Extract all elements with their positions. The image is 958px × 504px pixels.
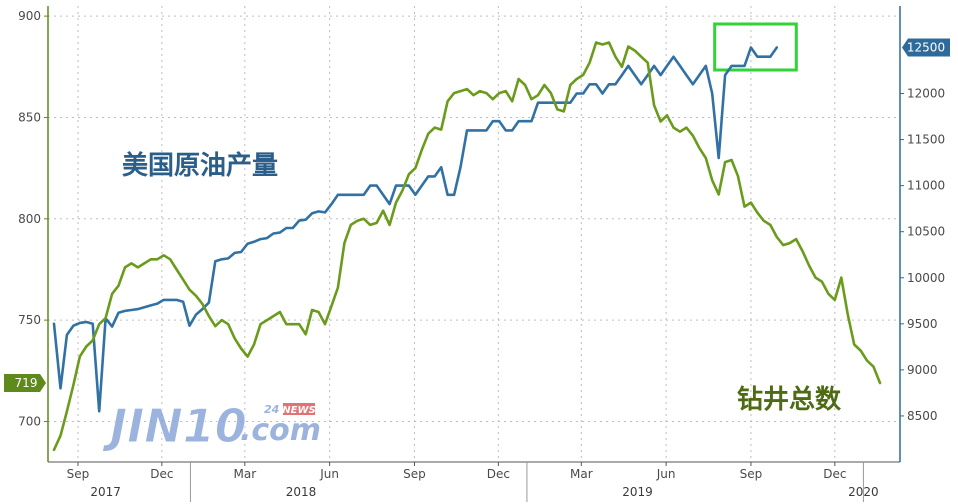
x-tick-label: Jun [656, 467, 676, 481]
x-tick-label: Dec [487, 467, 510, 481]
x-tick-label: Mar [234, 467, 257, 481]
watermark-sub-text: NEWS [282, 405, 315, 416]
jin10-watermark: JIN10 .com 24 NEWS [102, 399, 322, 454]
left-current-value-label: 719 [15, 376, 38, 390]
left-axis-ticks: 700 750 800 850 900 [18, 9, 48, 428]
right-tick-label: 12000 [907, 87, 945, 101]
rig-count-line [52, 41, 882, 452]
x-year-label: 2017 [90, 485, 121, 499]
watermark-news-badge [283, 403, 315, 415]
left-tick-label: 900 [18, 9, 41, 23]
x-tick-label: Dec [150, 467, 173, 481]
grid-layer [48, 6, 900, 462]
right-axis-ticks: 8500 9000 9500 10000 10500 11000 11500 12000 [900, 87, 945, 423]
right-tick-label: 8500 [907, 409, 938, 423]
right-tick-label: 10000 [907, 271, 945, 285]
production-annotation: 美国原油产量 [122, 150, 278, 181]
rig-count-annotation: 钻井总数 [737, 385, 842, 415]
right-tick-label: 11500 [907, 133, 945, 147]
x-tick-label: Mar [570, 467, 593, 481]
x-tick-label: Dec [823, 467, 846, 481]
right-tick-label: 10500 [907, 225, 945, 239]
watermark-sub-number: 24 [264, 403, 279, 416]
right-tick-label: 11000 [907, 179, 945, 193]
watermark-brand: JIN10 [102, 399, 247, 453]
oil-production-line [52, 46, 779, 413]
right-current-value-tag: 12500 [902, 38, 950, 57]
right-tick-label: 9000 [907, 363, 938, 377]
left-tick-label: 750 [18, 313, 41, 327]
left-tick-label: 850 [18, 110, 41, 124]
left-tick-label: 700 [18, 414, 41, 428]
series-layer [52, 41, 882, 452]
highlight-layer [713, 22, 798, 72]
x-tick-label: Sep [67, 467, 90, 481]
x-tick-label: Jun [319, 467, 339, 481]
x-year-label: 2019 [622, 485, 653, 499]
right-current-value-label: 12500 [907, 40, 945, 54]
x-tick-label: Sep [740, 467, 763, 481]
x-tick-label: Sep [403, 467, 426, 481]
right-tick-label: 9500 [907, 317, 938, 331]
x-axis-ticks: Sep Dec Mar Jun Sep Dec Mar Jun Sep Dec 2017 2018 20… [67, 462, 879, 502]
watermark-domain: .com [240, 413, 321, 448]
x-year-label: 2018 [286, 485, 317, 499]
highlight-box [713, 22, 798, 72]
left-tick-label: 800 [18, 212, 41, 226]
left-current-value-tag: 719 [4, 373, 46, 392]
